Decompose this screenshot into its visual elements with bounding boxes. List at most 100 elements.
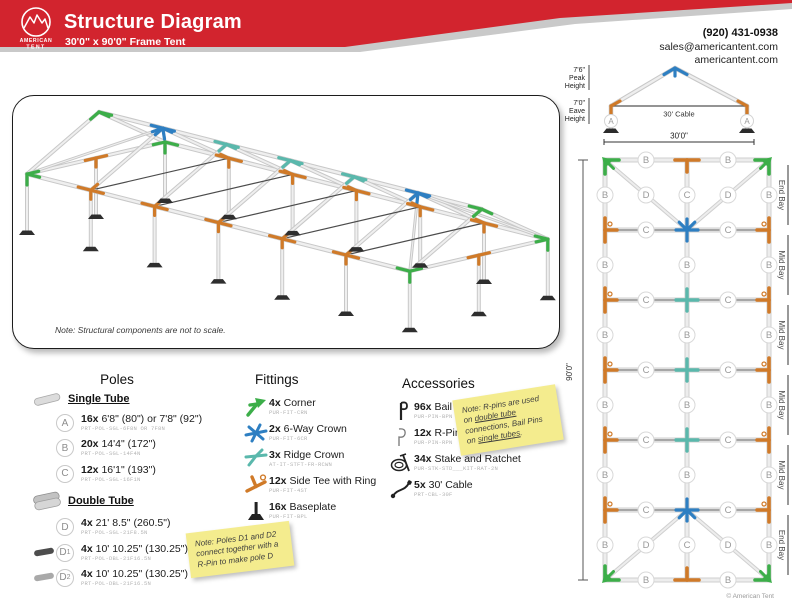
item-count: 2x (269, 423, 281, 435)
legend-item: 16x Baseplate PUR-FIT-BPL (243, 501, 388, 521)
baseplate (274, 295, 291, 300)
pole-label-badge (719, 186, 737, 204)
pole-label-badge (637, 431, 655, 449)
svg-text:A: A (744, 117, 750, 126)
legend-item: 5x 30' Cable PRT-CBL-30F (388, 479, 558, 499)
pole-label: B (643, 575, 649, 586)
baseplate (146, 262, 163, 268)
item-part-number: PUR-FIT-4ST (269, 487, 308, 495)
logo-mountains-icon (23, 14, 49, 29)
pole-label: C (725, 435, 732, 446)
pole-label-badge (678, 186, 696, 204)
iso-back-tubes (25, 109, 551, 314)
pole-item: C 12x 16'1" (193") PRT-POL-SGL-16F1N (32, 464, 232, 483)
pole-label: D (643, 190, 650, 201)
pole-label-badge (596, 396, 614, 414)
pole-item: D 4x 21' 8.5" (260.5") PRT-POL-SGL-21F8.… (32, 517, 232, 537)
pole-count: 20x (81, 438, 99, 451)
item-count: 34x (414, 453, 432, 465)
baseplate-icon (243, 501, 269, 521)
brand-logo: AMERICAN TENT (20, 7, 53, 51)
pole-label-badge (596, 326, 614, 344)
pole-label-badge (637, 186, 655, 204)
cable-line (90, 157, 229, 191)
pole-label-badge (760, 536, 778, 554)
pole-label: B (766, 330, 772, 341)
baseplate (210, 279, 227, 284)
logo-word-american: AMERICAN (20, 38, 53, 44)
single-pole-list: A 16x 6'8" (80") or 7'8" (92") PRT-POL-S… (32, 413, 232, 483)
contact-email[interactable]: sales@americantent.com (659, 40, 778, 53)
pole-label: B (602, 260, 608, 271)
ridge-icon (243, 448, 269, 469)
eave-height-value: 7'0" (573, 100, 585, 107)
pole-label: C (725, 365, 732, 376)
pole-letter-badge: A (56, 414, 74, 432)
floor-plan-fittings (602, 157, 772, 583)
baseplate (401, 327, 418, 333)
svg-text:30'0": 30'0" (670, 132, 688, 141)
pole-label-badge (637, 361, 655, 379)
item-name: R-Pin (434, 427, 461, 439)
pole-label-badge (719, 361, 737, 379)
eave-height-word1: Eave (569, 108, 585, 115)
pole-label: C (643, 505, 650, 516)
banner-red-swoosh (0, 0, 792, 47)
pole-tube-icon (32, 517, 56, 535)
item-name: 30' Cable (428, 479, 473, 491)
baseplate (470, 311, 487, 317)
pole-label-badge (637, 291, 655, 309)
item-count: 12x (269, 475, 287, 487)
pole-label-badge (637, 151, 655, 169)
baseplate (338, 311, 354, 316)
bay-label: Mid Bay (777, 391, 786, 420)
pole-label-badge (719, 291, 737, 309)
pole-label: B (766, 260, 772, 271)
pole-part-number: PRT-POL-SGL-16F1N (81, 475, 141, 483)
pole-label: C (684, 540, 691, 551)
copyright: © American Tent (726, 593, 774, 600)
pole-label-badge (760, 326, 778, 344)
pole-label: B (643, 155, 649, 166)
cable-icon (388, 479, 414, 499)
item-count: 5x (414, 479, 426, 491)
pole-label-badge (719, 536, 737, 554)
pole-label: C (643, 365, 650, 376)
item-count: 96x (414, 401, 432, 413)
page-subtitle: 30'0" x 90'0" Frame Tent (65, 36, 186, 48)
contact-website[interactable]: americantent.com (694, 54, 778, 67)
double-tube-heading: Double Tube (32, 491, 232, 511)
baseplate (157, 198, 173, 203)
pole-label: B (766, 190, 772, 201)
item-part-number: PUR-STK-STD___KIT-RAT-2N (414, 465, 499, 473)
legend-item: 34x Stake and Ratchet PUR-STK-STD___KIT-… (388, 453, 558, 473)
bail-pin-icon (388, 401, 414, 421)
bay-label: Mid Bay (777, 251, 786, 280)
item-name: Side Tee with Ring (289, 475, 377, 487)
pole-label: B (684, 470, 690, 481)
peak-height-value: 7'6" (573, 67, 585, 74)
cable-line (218, 190, 357, 224)
tee-icon (243, 474, 269, 495)
pole-size: 10' 10.25" (130.25") (95, 542, 188, 555)
cross-section-tubes (608, 65, 750, 131)
page-title: Structure Diagram (64, 11, 242, 33)
baseplate (412, 263, 429, 268)
pole-count: 4x (81, 517, 93, 530)
item-name: Corner (283, 397, 316, 409)
crown-icon (243, 423, 269, 443)
baseplate (539, 295, 556, 301)
pole-tube-icon (32, 464, 56, 482)
pole-label-badge (678, 536, 696, 554)
cross-baseplates (603, 128, 755, 133)
pole-label: B (684, 400, 690, 411)
double-tube-icon (33, 491, 61, 511)
pole-tube-icon (32, 438, 56, 456)
pole-label: B (602, 470, 608, 481)
legend-item: 2x 6-Way Crown PUR-FIT-6CR (243, 423, 388, 443)
bay-label: End Bay (777, 530, 786, 560)
